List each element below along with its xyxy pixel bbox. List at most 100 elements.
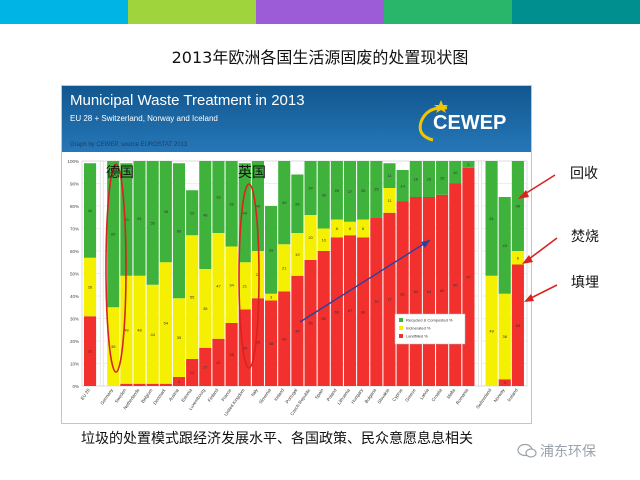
category-label: Latvia [419,387,430,400]
data-label: 21 [256,272,261,277]
bar-segment [133,275,146,384]
data-label: 10 [321,237,326,242]
data-label: 40 [256,204,261,209]
bar-segment [383,188,396,213]
legend-entry: Recycled & Composted % [406,318,453,323]
footer-caption: 垃圾的处置模式跟经济发展水平、各国政策、民众意愿息息相关 [81,431,473,447]
bar-segment [317,161,330,229]
legend-swatch [399,326,403,330]
bar-segment [370,161,383,218]
category-label: Ireland [273,387,285,402]
data-label: 49 [295,328,300,333]
slide-title: 2013年欧洲各国生活源固废的处置现状图 [171,48,469,67]
data-label: 15 [440,175,445,180]
data-label: 11 [387,173,392,178]
data-label: 21 [243,283,248,288]
data-label: 26 [295,201,300,206]
category-label: Hungary [350,387,364,404]
data-label: 48 [137,327,142,332]
bar-segment [159,383,172,386]
bar-segment [146,161,159,285]
bar-segment [330,219,343,238]
bar-segment [409,161,422,197]
y-tick-label: 40% [70,294,79,299]
bar-segment [265,293,278,301]
data-label: 24 [308,186,313,191]
data-label: 44 [150,332,155,337]
category-label: Belgium [140,388,154,404]
data-label: 28 [229,352,234,357]
bar-segment [449,161,462,184]
bar-segment [343,161,357,222]
category-label: Slovenia [258,387,272,404]
category-label: Portugal [285,388,299,405]
star-swoosh-icon [418,100,448,142]
bar-segment [357,161,370,220]
data-label: 85 [440,288,445,293]
chart-header: Municipal Waste Treatment in 2013 EU 28 … [62,86,531,152]
y-tick-label: 20% [70,339,79,344]
data-label: 17 [203,364,208,369]
data-label: 10 [453,170,458,175]
data-label: 35 [177,335,182,340]
data-label: 12 [190,370,195,375]
bar-segment [225,246,238,323]
bar-segment [383,163,396,188]
category-label: Switzerland [475,387,493,409]
top-bar-1 [0,0,128,24]
category-label: France [220,387,232,402]
bar-segment [172,298,186,377]
bar-segment [343,221,357,236]
bar-segment [265,206,278,294]
data-label: 33 [216,195,221,200]
bar-segment [422,161,436,197]
callout-uk: 英国 [238,165,266,181]
bar-segment [212,233,225,339]
group-separator [99,160,104,387]
data-label: 50 [124,217,129,222]
data-label: 90 [453,282,458,287]
data-label: 16 [427,177,432,182]
category-label: Italy [250,387,259,397]
cewep-wordmark: CEWEP [433,112,507,134]
stacked-bar-chart: 0%10%20%30%40%50%60%70%80%90%100%312642E… [67,159,528,417]
data-label: 43 [503,243,508,248]
bar-segment [278,291,291,386]
bar-segment [498,379,511,386]
bar-segment [172,163,186,299]
bar-segment [511,251,524,265]
data-label: 26 [361,188,366,193]
data-label: 54 [516,323,521,328]
data-label: 34 [243,345,248,350]
bar-segment [330,161,343,220]
top-bar-4 [384,0,512,24]
category-label: Lithuania [336,387,351,405]
chart-credit: Graph by CEWEP, source EUROSTAT 2013 [70,142,188,148]
data-label: 3 [270,295,273,300]
bar-segment [396,170,409,202]
data-label: 60 [177,228,182,233]
bar-segment [186,235,199,359]
category-label: Denmark [152,387,167,405]
data-label: 40 [516,204,521,209]
data-label: 66 [335,309,340,314]
y-tick-label: 90% [70,182,79,187]
data-label: 21 [216,360,221,365]
bar-segment [291,174,304,233]
category-label: Cyprus [391,387,404,402]
label-landfill: 填埋 [571,275,599,291]
data-label: 39 [269,247,274,252]
bar-segment [225,161,238,247]
data-label: 30 [321,192,326,197]
bar-segment [304,161,317,215]
label-recycling: 回收 [570,166,598,182]
data-label: 55 [150,220,155,225]
data-label: 49 [489,328,494,333]
data-label: 4 [178,379,181,384]
label-incineration: 焚烧 [571,229,599,245]
data-label: 26 [88,285,93,290]
category-label: Romania [455,387,470,405]
data-label: 35 [111,344,116,349]
data-label: 97 [466,274,471,279]
bar-segment [485,161,498,276]
